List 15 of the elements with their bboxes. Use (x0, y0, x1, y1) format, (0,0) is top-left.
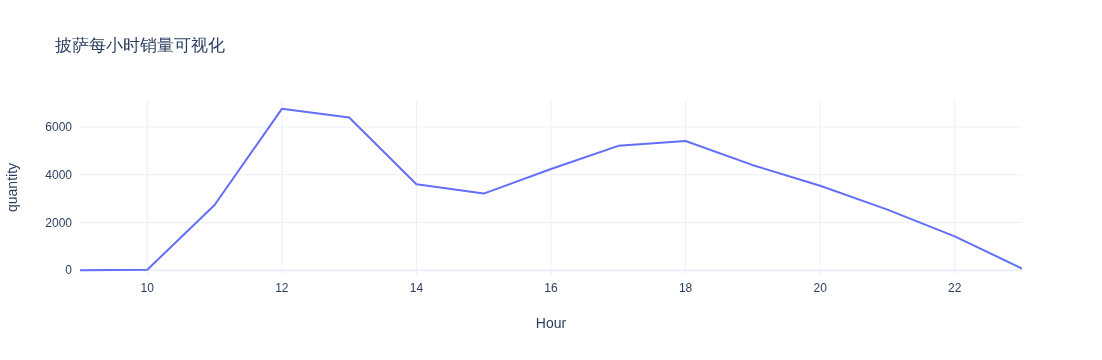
x-tick-label: 20 (813, 280, 828, 295)
y-tick-label: 6000 (45, 120, 73, 135)
y-axis-title: quantity (3, 162, 20, 213)
chart-title: 披萨每小时销量可视化 (55, 35, 225, 57)
x-tick-label: 10 (140, 280, 155, 295)
x-axis-title: Hour (535, 315, 567, 331)
x-tick-label: 16 (544, 280, 558, 295)
x-tick-label: 14 (409, 280, 424, 295)
x-tick-label: 22 (948, 280, 962, 295)
y-tick-label: 4000 (45, 167, 73, 182)
x-tick-label: 12 (275, 280, 289, 295)
y-tick-label: 0 (65, 263, 73, 278)
x-tick-label: 18 (678, 280, 693, 295)
y-tick-label: 2000 (45, 215, 73, 230)
line-series (80, 107, 1022, 272)
